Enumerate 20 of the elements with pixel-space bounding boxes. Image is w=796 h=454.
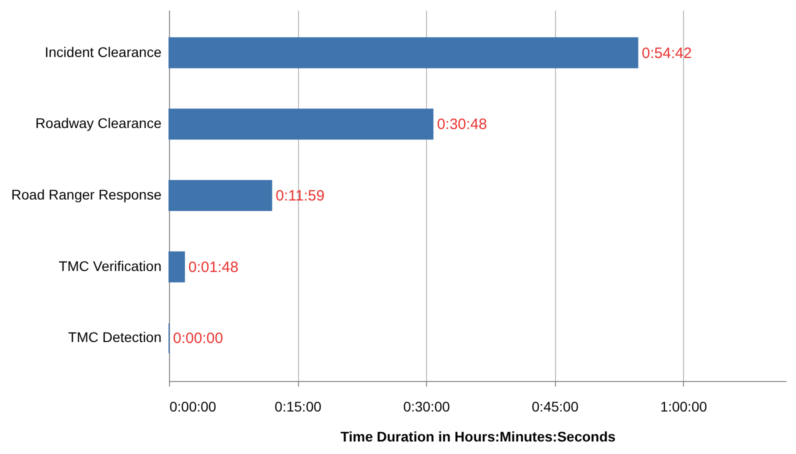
bar bbox=[168, 108, 434, 140]
x-tick-label: 0:00:00 bbox=[170, 398, 216, 414]
data-label: 0:01:48 bbox=[188, 258, 238, 276]
x-axis-title: Time Duration in Hours:Minutes:Seconds bbox=[340, 428, 616, 444]
y-tick-label: Road Ranger Response bbox=[11, 186, 162, 202]
bar bbox=[168, 251, 185, 282]
y-tick-label: TMC Detection bbox=[68, 329, 162, 346]
y-tick-label: Roadway Clearance bbox=[35, 115, 162, 132]
x-tick-label: 0:45:00 bbox=[532, 398, 579, 414]
y-tick-label: Incident Clearance bbox=[44, 44, 162, 60]
bar bbox=[168, 180, 272, 211]
data-label: 0:54:42 bbox=[642, 44, 692, 62]
y-tick-label: TMC Verification bbox=[58, 258, 162, 274]
x-tick-label: 0:15:00 bbox=[274, 398, 322, 414]
x-tick-label: 0:30:00 bbox=[403, 398, 450, 414]
x-tick-label: 1:00:00 bbox=[660, 398, 708, 414]
data-label: 0:30:48 bbox=[436, 116, 487, 134]
bar bbox=[168, 37, 638, 68]
data-label: 0:00:00 bbox=[173, 330, 224, 348]
data-label: 0:11:59 bbox=[276, 188, 325, 204]
